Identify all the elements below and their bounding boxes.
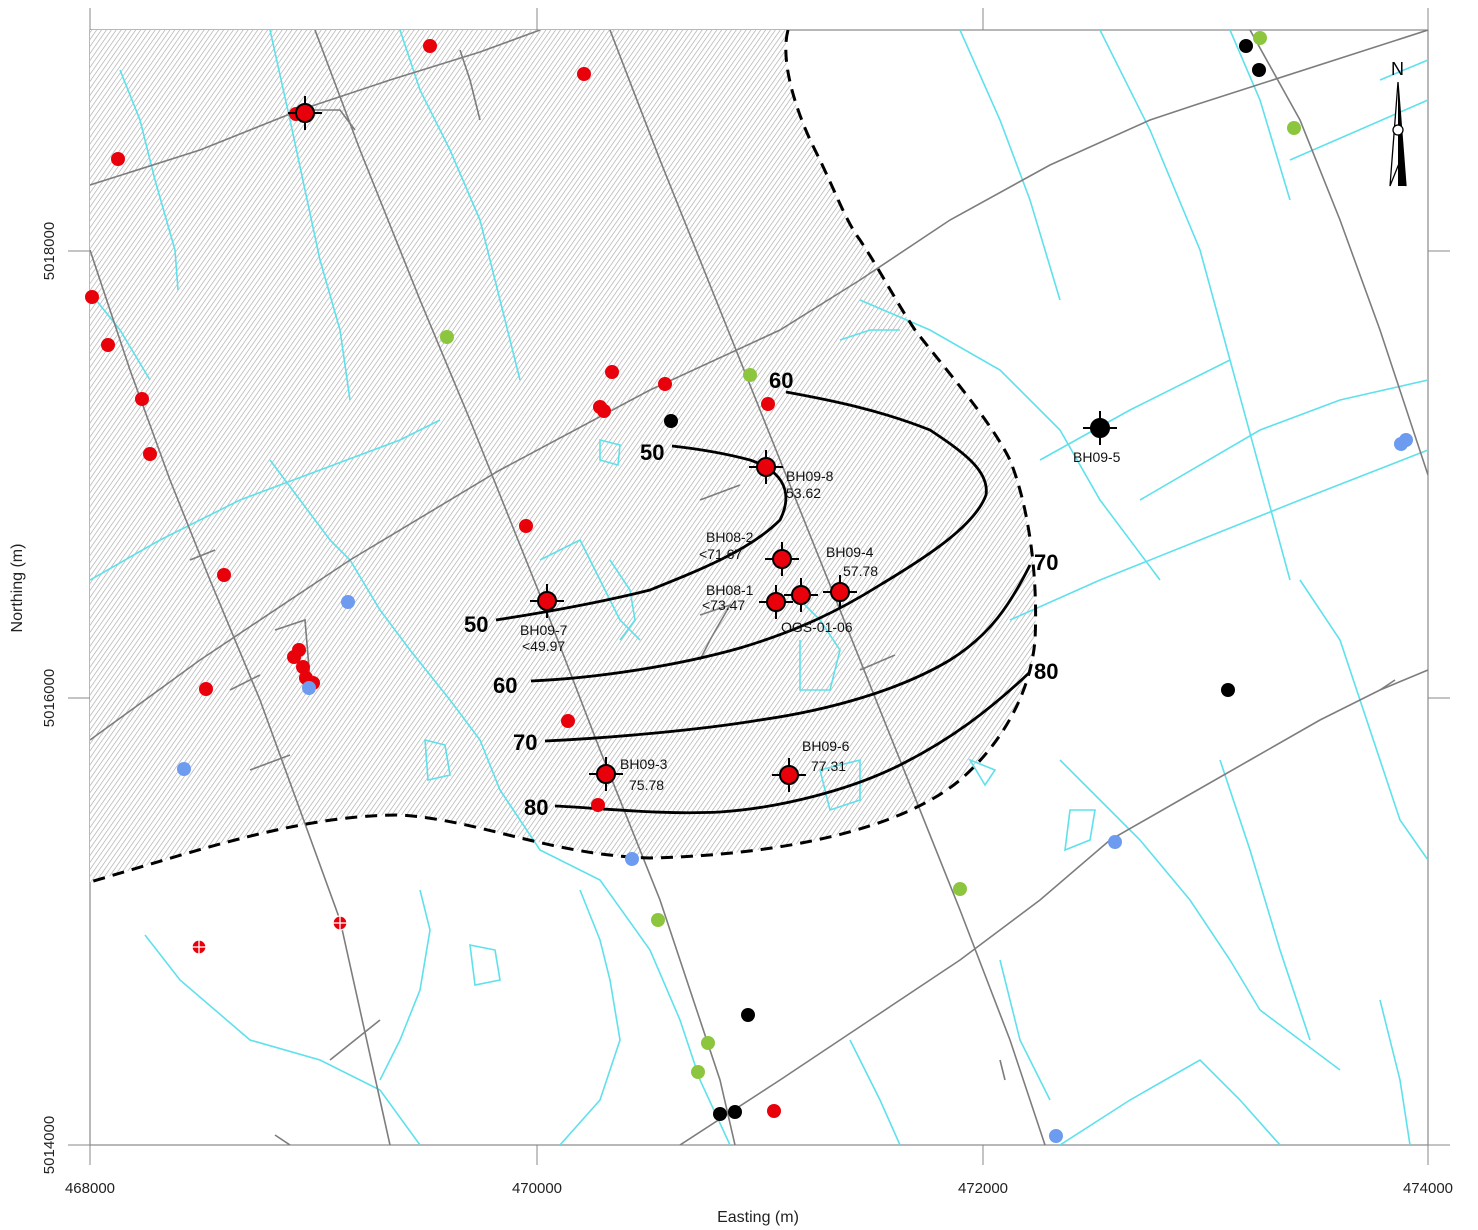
- blue-well-dot: [341, 595, 355, 609]
- red-well-dot: [423, 39, 437, 53]
- contour-label-70-b: 70: [513, 730, 537, 755]
- north-arrow-icon: N: [1389, 59, 1407, 187]
- blue-well-dot: [1049, 1129, 1063, 1143]
- borehole-name-bh09-5: BH09-5: [1073, 449, 1121, 465]
- contour-60-line: [530, 390, 988, 683]
- blue-well-dot: [177, 762, 191, 776]
- green-well-dot: [691, 1065, 705, 1079]
- boundary-dashed-line: [90, 30, 1038, 884]
- red-well-dot: [143, 447, 157, 461]
- red-well-dot: [761, 397, 775, 411]
- red-well-dot: [658, 377, 672, 391]
- red-well-dot: [519, 519, 533, 533]
- y-tick-label: 5018000: [41, 222, 58, 280]
- blue-well-dot: [1108, 835, 1122, 849]
- borehole-name-bh09-7: BH09-7: [520, 622, 568, 638]
- blue-well-dot: [625, 852, 639, 866]
- borehole-value-bh09-8: 53.62: [786, 485, 821, 501]
- red-well-dot: [111, 152, 125, 166]
- borehole-marker-bh09-4: [823, 575, 857, 609]
- borehole-name-bh09-6: BH09-6: [802, 738, 850, 754]
- contour-50-line: [495, 444, 788, 622]
- red-well-dot: [217, 568, 231, 582]
- borehole-marker-bh09-5: [1083, 411, 1117, 445]
- black-well-dot: [1252, 63, 1266, 77]
- black-well-dot: [713, 1107, 727, 1121]
- borehole-value-bh09-3: 75.78: [629, 777, 664, 793]
- y-axis-title: Northing (m): [9, 544, 26, 633]
- red-well-dot: [296, 660, 310, 674]
- black-well-dot: [1221, 683, 1235, 697]
- well-dots: [85, 31, 1413, 1143]
- black-well-dot: [664, 414, 678, 428]
- red-cross-well-icon: [191, 915, 348, 955]
- borehole-name-bh09-8: BH09-8: [786, 468, 834, 484]
- borehole-marker-ogs-01-06: [784, 578, 818, 612]
- borehole-marker-bh08-1: [759, 585, 793, 619]
- red-well-dot: [199, 682, 213, 696]
- north-label: N: [1391, 59, 1404, 79]
- borehole-name-bh08-2: BH08-2: [706, 529, 754, 545]
- x-axis-title: Easting (m): [717, 1209, 799, 1226]
- contour-label-50-b: 50: [464, 612, 488, 637]
- red-well-dot: [577, 67, 591, 81]
- red-well-dot: [597, 404, 611, 418]
- borehole-marker-bh09-3: [589, 757, 623, 791]
- borehole-name-bh08-1: BH08-1: [706, 582, 754, 598]
- black-well-dot: [1239, 39, 1253, 53]
- contour-70-line: [544, 564, 1032, 743]
- y-tick-label: 5016000: [41, 669, 58, 727]
- contour-80-line: [554, 670, 1031, 815]
- black-well-dot: [728, 1105, 742, 1119]
- borehole-marker-bh08-2: [765, 542, 799, 576]
- y-tick-label: 5014000: [41, 1116, 58, 1174]
- blue-well-dot: [302, 681, 316, 695]
- borehole-value-bh09-7: <49.97: [522, 638, 565, 654]
- green-well-dot: [953, 882, 967, 896]
- contour-label-60-b: 60: [493, 673, 517, 698]
- green-well-dot: [701, 1036, 715, 1050]
- red-well-dot: [767, 1104, 781, 1118]
- red-well-dot: [591, 798, 605, 812]
- green-well-dot: [651, 913, 665, 927]
- borehole-name-ogs-01-06: OGS-01-06: [781, 619, 853, 635]
- x-tick-label: 468000: [65, 1180, 115, 1197]
- borehole-name-bh09-3: BH09-3: [620, 756, 668, 772]
- red-well-dot: [561, 714, 575, 728]
- borehole-value-bh09-4: 57.78: [843, 563, 878, 579]
- borehole-value-bh08-2: <71.67: [699, 546, 742, 562]
- contour-label-50-a: 50: [640, 440, 664, 465]
- borehole-name-bh09-4: BH09-4: [826, 544, 874, 560]
- green-well-dot: [1253, 31, 1267, 45]
- contour-label-80-a: 80: [1034, 659, 1058, 684]
- borehole-marker-bh09-6: [772, 758, 806, 792]
- roads: [90, 30, 1428, 1145]
- red-well-dot: [135, 392, 149, 406]
- borehole-value-bh09-6: 77.31: [811, 758, 846, 774]
- streams: [90, 30, 1428, 1145]
- borehole-marker-bh09-7: [530, 584, 564, 618]
- green-well-dot: [1287, 121, 1301, 135]
- borehole-marker-bh09-8: [749, 450, 783, 484]
- x-tick-label: 470000: [512, 1180, 562, 1197]
- contour-label-70-a: 70: [1034, 550, 1058, 575]
- contour-label-60-a: 60: [769, 368, 793, 393]
- x-tick-label: 472000: [958, 1180, 1008, 1197]
- red-well-dot: [85, 290, 99, 304]
- black-well-dot: [741, 1008, 755, 1022]
- red-well-dot: [101, 338, 115, 352]
- borehole-markers: [288, 96, 1117, 792]
- green-well-dot: [440, 330, 454, 344]
- borehole-value-bh08-1: <73.47: [702, 597, 745, 613]
- contour-label-80-b: 80: [524, 795, 548, 820]
- contour-lines: [495, 390, 1032, 815]
- x-tick-label: 474000: [1403, 1180, 1453, 1197]
- blue-well-dot: [1399, 433, 1413, 447]
- red-well-dot: [287, 650, 301, 664]
- borehole-marker-top: [288, 96, 322, 130]
- green-well-dot: [743, 368, 757, 382]
- red-well-dot: [605, 365, 619, 379]
- axis-ticks: [68, 8, 1450, 1165]
